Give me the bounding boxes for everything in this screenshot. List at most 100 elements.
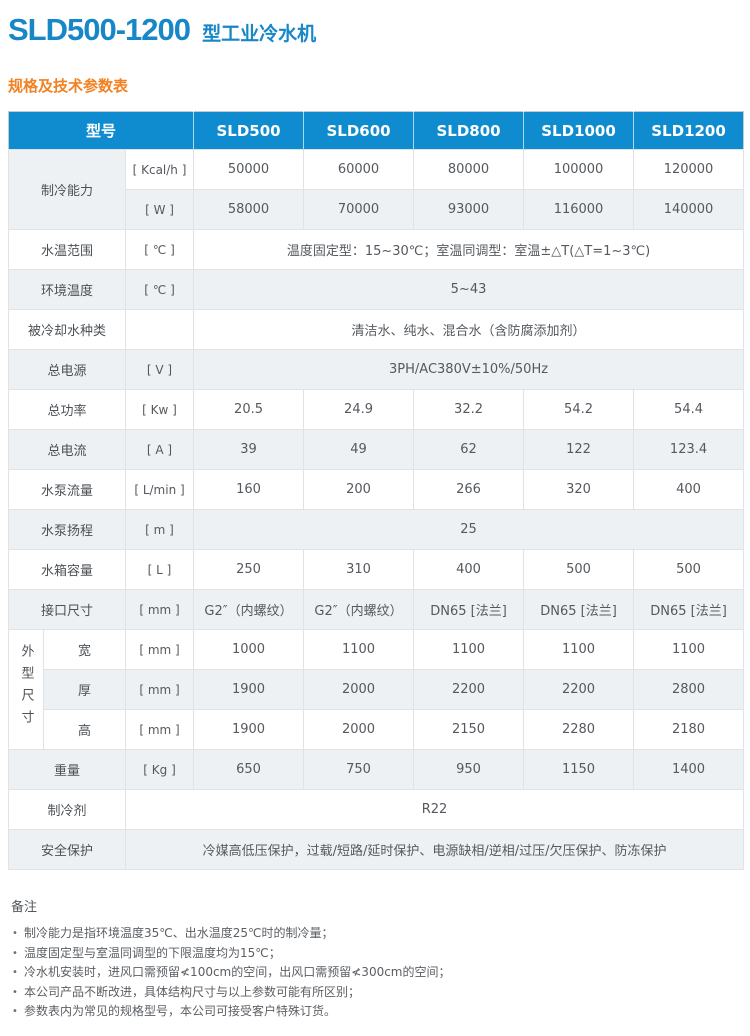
value-cell: 310 [303,549,415,590]
value-cell: 1900 [193,669,305,710]
note-item: • 本公司产品不断改进，具体结构尺寸与以上参数可能有所区别； [11,983,742,1003]
table-row: 接口尺寸 [ mm ] G2″（内螺纹） G2″（内螺纹） DN65 [法兰] … [8,589,745,630]
section-subtitle: 规格及技术参数表 [8,77,129,95]
value-cell: 250 [193,549,305,590]
table-row: 厚 [ mm ] 1900 2000 2200 2200 2800 [9,669,745,710]
bullet-icon: • [12,947,18,959]
unit-cell: [ mm ] [124,709,195,750]
row-sublabel: 高 [43,709,126,750]
product-type-title: 型工业冷水机 [202,23,317,45]
value-cell: 24.9 [303,389,415,430]
unit-cell: [ L ] [124,549,195,590]
dimensions-group-label: 外型尺寸 [8,629,44,750]
value-cell: 650 [193,749,305,790]
header-model-sld500: SLD500 [193,111,304,150]
note-text: 本公司产品不断改进，具体结构尺寸与以上参数可能有所区别； [24,984,361,999]
page-title: SLD500-1200 型工业冷水机 [8,12,742,48]
header-row: 型号 SLD500 SLD600 SLD800 SLD1000 SLD1200 [8,111,744,150]
row-label: 制冷剂 [8,789,126,830]
unit-cell: [ V ] [124,349,195,390]
value-cell: 54.2 [523,389,635,430]
wide-value-cell: 冷媒高低压保护，过载/短路/延时保护、电源缺相/逆相/过压/欠压保护、防冻保护 [124,829,745,870]
value-cell: 1100 [633,629,745,670]
row-sublabel: 厚 [43,669,126,710]
product-model-title: SLD500-1200 [8,12,191,47]
row-label: 水箱容量 [8,549,126,590]
value-cell: 32.2 [413,389,525,430]
value-cell: 60000 [303,149,415,190]
span-value-cell: 25 [193,509,745,550]
table-row: 环境温度 [ ℃ ] 5~43 [8,269,745,310]
value-cell: 50000 [193,149,305,190]
value-cell: 20.5 [193,389,305,430]
value-cell: 62 [413,429,525,470]
note-item: • 温度固定型与室温同调型的下限温度均为15℃； [11,944,742,964]
value-cell: 400 [633,469,745,510]
value-cell: 2000 [303,709,415,750]
row-label: 被冷却水种类 [8,309,126,350]
row-sublabel: 宽 [43,629,126,670]
bullet-icon: • [12,986,18,998]
note-text: 温度固定型与室温同调型的下限温度均为15℃； [24,945,281,960]
row-label: 重量 [8,749,126,790]
table-row: 总功率 [ Kw ] 20.5 24.9 32.2 54.2 54.4 [8,389,745,430]
value-cell: 1000 [193,629,305,670]
table-row: 水泵扬程 [ m ] 25 [8,509,745,550]
value-cell: 123.4 [633,429,745,470]
value-cell: DN65 [法兰] [633,589,745,630]
row-label: 安全保护 [8,829,126,870]
dimensions-group-label-text: 外型尺寸 [18,643,34,732]
value-cell: 70000 [303,189,415,230]
value-cell: 2800 [633,669,745,710]
row-label: 制冷能力 [8,149,126,230]
row-label: 总电源 [8,349,126,390]
span-value-cell: 3PH/AC380V±10%/50Hz [193,349,745,390]
unit-cell: [ Kg ] [124,749,195,790]
value-cell: 2200 [413,669,525,710]
unit-cell: [ ℃ ] [124,229,195,270]
table-row: 制冷能力 [ Kcal/h ] 50000 60000 80000 100000… [8,149,745,230]
header-model-label: 型号 [8,111,194,150]
value-cell: 2000 [303,669,415,710]
unit-cell: [ mm ] [124,629,195,670]
value-cell: 93000 [413,189,525,230]
wide-value-cell: R22 [124,789,745,830]
value-cell: 500 [633,549,745,590]
value-cell: DN65 [法兰] [523,589,635,630]
value-cell: 2180 [633,709,745,750]
span-value-cell: 5~43 [193,269,745,310]
value-cell: 160 [193,469,305,510]
note-text: 参数表内为常见的规格型号，本公司可接受客户特殊订货。 [24,1004,337,1018]
row-label: 环境温度 [8,269,126,310]
table-row: 水箱容量 [ L ] 250 310 400 500 500 [8,549,745,590]
value-cell: 49 [303,429,415,470]
value-cell: G2″（内螺纹） [303,589,415,630]
table-row: 制冷剂 R22 [8,789,745,830]
header-model-sld1000: SLD1000 [523,111,634,150]
value-cell: 1100 [303,629,415,670]
unit-cell: [ A ] [124,429,195,470]
note-text: 冷水机安装时，进风口需预留≮100cm的空间，出风口需预留≮300cm的空间； [24,965,451,979]
table-row: 重量 [ Kg ] 650 750 950 1150 1400 [8,749,745,790]
value-cell: 1150 [523,749,635,790]
note-text: 制冷能力是指环境温度35℃、出水温度25℃时的制冷量； [24,926,334,940]
header-model-sld1200: SLD1200 [633,111,744,150]
table-row: 水泵流量 [ L/min ] 160 200 266 320 400 [8,469,745,510]
span-value-cell: 温度固定型：15~30℃；室温同调型：室温±△T(△T=1~3℃) [193,229,745,270]
value-cell: 54.4 [633,389,745,430]
table-row: 外型尺寸 宽 [ mm ] 1000 1100 1100 1100 1100 [8,629,745,750]
header-model-sld600: SLD600 [303,111,414,150]
table-row: 水温范围 [ ℃ ] 温度固定型：15~30℃；室温同调型：室温±△T(△T=1… [8,229,745,270]
bullet-icon: • [12,928,18,939]
unit-cell: [ m ] [124,509,195,550]
value-cell: 2200 [523,669,635,710]
unit-cell [124,309,195,350]
row-label: 水泵流量 [8,469,126,510]
value-cell: 950 [413,749,525,790]
span-value-cell: 清洁水、纯水、混合水（含防腐添加剂） [193,309,745,350]
bullet-icon: • [12,967,18,978]
table-row: 总电流 [ A ] 39 49 62 122 123.4 [8,429,745,470]
value-cell: 200 [303,469,415,510]
row-label: 总功率 [8,389,126,430]
